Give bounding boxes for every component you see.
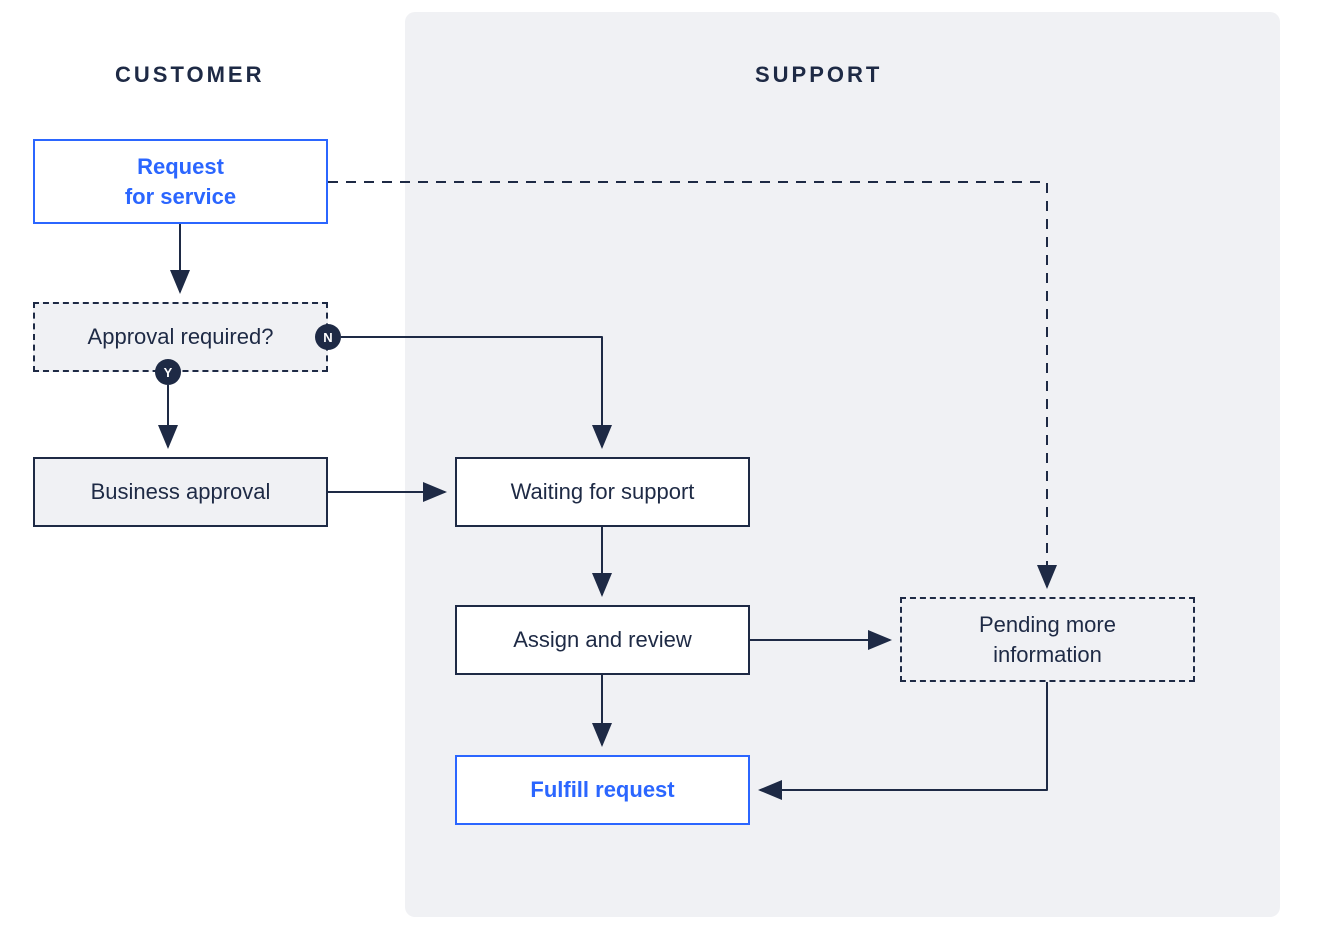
node-pending-more-information: Pending more information	[900, 597, 1195, 682]
flowchart-canvas: { "type": "flowchart", "canvas": { "widt…	[0, 0, 1344, 944]
node-approval-required: Approval required?	[33, 302, 328, 372]
node-fulfill-request: Fulfill request	[455, 755, 750, 825]
node-request-for-service: Request for service	[33, 139, 328, 224]
badge-yes: Y	[155, 359, 181, 385]
lane-heading-customer: CUSTOMER	[115, 62, 265, 88]
badge-no: N	[315, 324, 341, 350]
node-business-approval: Business approval	[33, 457, 328, 527]
lane-heading-support: SUPPORT	[755, 62, 882, 88]
node-assign-and-review: Assign and review	[455, 605, 750, 675]
node-waiting-for-support: Waiting for support	[455, 457, 750, 527]
